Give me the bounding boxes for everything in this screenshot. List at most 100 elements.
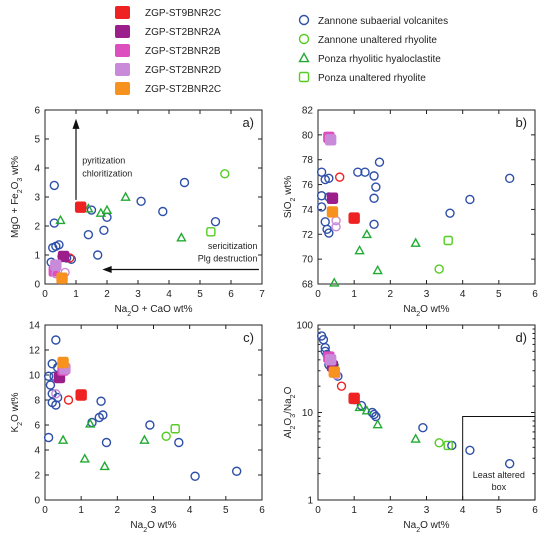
y-axis-label: Al2O3/Na2O bbox=[283, 386, 297, 438]
panel-letter: c) bbox=[243, 330, 254, 345]
y-tick-label: 80 bbox=[302, 130, 314, 141]
data-point-green-triangle bbox=[354, 245, 365, 255]
y-tick-label: 6 bbox=[34, 106, 40, 117]
data-point-blue-circle bbox=[54, 240, 64, 250]
data-point-blue-circle bbox=[51, 400, 61, 410]
data-point-blue-circle bbox=[86, 205, 97, 215]
x-tick-label: 0 bbox=[42, 289, 48, 300]
data-point-lilac-square bbox=[50, 259, 62, 271]
legend-label: ZGP-ST2BNR2D bbox=[145, 65, 221, 76]
data-point-blue-circle bbox=[51, 335, 61, 345]
data-point-green-circle bbox=[434, 264, 444, 274]
y-tick-label: 68 bbox=[302, 280, 314, 291]
data-point-green-triangle bbox=[372, 419, 383, 429]
data-point-blue-circle bbox=[360, 167, 370, 177]
data-point-orange-square bbox=[56, 272, 68, 284]
legend-swatch-zgp-st9bnr2c bbox=[115, 6, 130, 19]
data-point-green-circle bbox=[434, 438, 444, 448]
data-point-red-square bbox=[74, 201, 87, 213]
data-point-lilac-square bbox=[324, 354, 337, 366]
x-tick-label: 0 bbox=[315, 505, 321, 516]
y-tick-label: 10 bbox=[29, 371, 41, 382]
x-tick-label: 6 bbox=[259, 505, 265, 516]
y-tick-label: 82 bbox=[302, 106, 314, 117]
x-tick-label: 5 bbox=[223, 505, 229, 516]
data-point-lilac-circle bbox=[331, 222, 341, 232]
data-point-blue-circle bbox=[101, 437, 112, 448]
plot-frame bbox=[317, 109, 536, 285]
data-point-green-triangle bbox=[120, 191, 131, 201]
data-point-blue-circle bbox=[324, 173, 334, 184]
data-point-red-circle bbox=[335, 172, 345, 182]
x-axis-label: Na2O wt% bbox=[403, 520, 449, 534]
data-point-red-circle bbox=[336, 381, 347, 391]
x-tick-label: 0 bbox=[315, 289, 321, 300]
chart-panel-b: 0 1 2 3 4 5 6 68 70 72 74 76 78 80 82 Na2O wt% SiO2 wt% b… bbox=[283, 106, 538, 318]
x-tick-label: 5 bbox=[496, 505, 502, 516]
data-point-orange-square bbox=[57, 356, 69, 369]
legend-swatch-zgp-st2bnr2c bbox=[115, 82, 130, 95]
data-point-green-square bbox=[170, 424, 180, 434]
data-point-blue-circle bbox=[369, 219, 379, 230]
data-point-green-square bbox=[206, 227, 216, 237]
x-tick-label: 4 bbox=[187, 505, 193, 516]
annotation-chloritization: chloritization bbox=[82, 169, 132, 179]
y-tick-label: 8 bbox=[34, 396, 40, 407]
data-point-blue-circle bbox=[418, 423, 428, 433]
y-tick-label: 76 bbox=[302, 180, 314, 191]
data-point-blue-circle bbox=[369, 193, 379, 203]
x-tick-label: 3 bbox=[424, 289, 430, 300]
data-point-blue-circle bbox=[49, 180, 59, 191]
y-tick-label: 0 bbox=[34, 496, 40, 507]
x-tick-label: 4 bbox=[460, 289, 466, 300]
y-axis-label: K2O wt% bbox=[10, 392, 24, 432]
data-point-green-triangle bbox=[55, 214, 66, 225]
y-tick-label: 2 bbox=[34, 471, 40, 482]
panel-letter: a) bbox=[242, 115, 254, 130]
x-tick-label: 1 bbox=[73, 289, 79, 300]
data-point-blue-circle bbox=[353, 167, 363, 177]
x-tick-label: 2 bbox=[388, 505, 394, 516]
data-point-green-triangle bbox=[85, 418, 96, 428]
x-axis-label: Na2O wt% bbox=[130, 520, 176, 534]
data-point-orange-square bbox=[328, 366, 340, 378]
x-axis-label: Na2O wt% bbox=[403, 304, 449, 318]
up-arrow-head bbox=[72, 118, 80, 129]
y-tick-label: 12 bbox=[29, 346, 41, 357]
data-point-lilac-circle bbox=[51, 389, 61, 399]
y-tick-label: 4 bbox=[34, 164, 40, 175]
legend-marker-open-triangle bbox=[298, 52, 310, 63]
x-tick-label: 5 bbox=[496, 289, 502, 300]
legend-label: ZGP-ST2BNR2C bbox=[145, 84, 221, 95]
y-tick-label: 14 bbox=[29, 321, 41, 332]
y-tick-label: 78 bbox=[302, 155, 314, 166]
x-tick-label: 0 bbox=[42, 505, 48, 516]
data-point-blue-circle bbox=[231, 466, 242, 476]
x-tick-label: 1 bbox=[78, 505, 84, 516]
y-tick-label: 5 bbox=[34, 135, 40, 146]
legend: ZGP-ST9BNR2C ZGP-ST2BNR2A ZGP-ST2BNR2B ZGP-… bbox=[115, 6, 448, 95]
data-point-blue-circle bbox=[369, 171, 379, 181]
y-tick-label: 0 bbox=[34, 280, 40, 291]
legend-label: ZGP-ST2BNR2A bbox=[145, 27, 221, 38]
data-point-blue-circle bbox=[356, 400, 367, 411]
data-point-blue-circle bbox=[316, 167, 327, 177]
data-point-red-square bbox=[75, 389, 87, 401]
panel-letter: d) bbox=[515, 330, 527, 345]
data-point-blue-circle bbox=[320, 217, 330, 227]
data-point-green-triangle bbox=[83, 203, 94, 213]
data-point-green-square bbox=[443, 235, 453, 246]
data-point-red-square bbox=[348, 212, 360, 224]
least-altered-box-label: box bbox=[492, 482, 507, 492]
plot-frame bbox=[44, 324, 263, 501]
data-point-blue-circle bbox=[371, 182, 381, 192]
x-tick-label: 6 bbox=[532, 289, 538, 300]
data-point-blue-circle bbox=[445, 208, 455, 218]
x-tick-label: 4 bbox=[166, 289, 172, 300]
data-point-blue-circle bbox=[465, 445, 475, 455]
x-tick-label: 3 bbox=[424, 505, 430, 516]
least-altered-box bbox=[462, 416, 536, 501]
data-point-blue-circle bbox=[145, 420, 155, 430]
x-tick-label: 2 bbox=[388, 289, 394, 300]
